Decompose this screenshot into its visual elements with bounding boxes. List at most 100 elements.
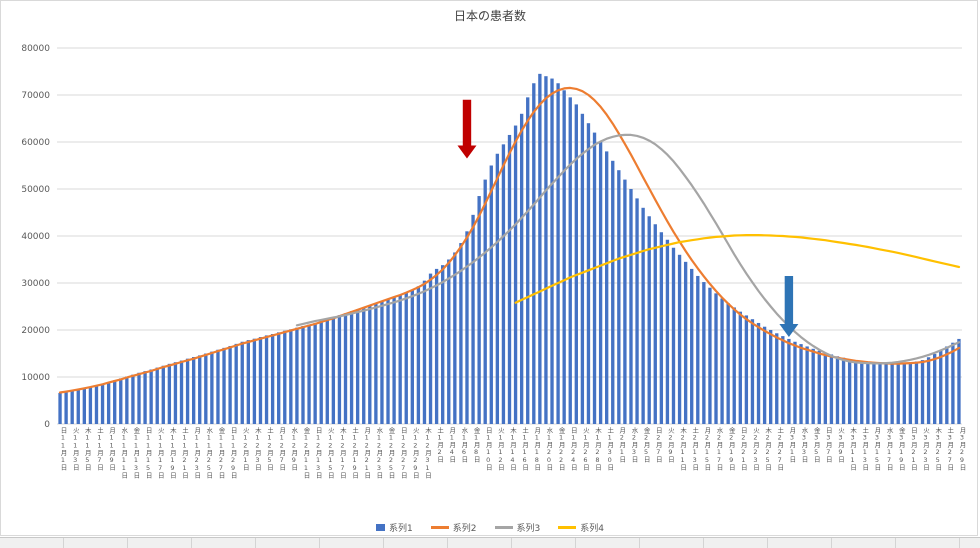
- legend-label: 系列1: [389, 524, 413, 534]
- bar-series1: [483, 179, 487, 424]
- bar-series1: [76, 389, 80, 424]
- bar-series1: [507, 134, 512, 424]
- bar-series1: [179, 360, 184, 424]
- bar-series1: [307, 324, 311, 424]
- bar-series1: [295, 327, 299, 424]
- bar-series1: [392, 297, 396, 424]
- bar-series1: [161, 365, 165, 424]
- bar-series1: [404, 292, 408, 424]
- bar-series1: [277, 332, 281, 424]
- bar-series1: [914, 361, 919, 424]
- bar-series1: [605, 151, 609, 424]
- bar-series1: [422, 280, 427, 424]
- bar-series1: [920, 360, 925, 424]
- bar-series1: [592, 132, 597, 424]
- bar-series1: [532, 83, 536, 424]
- bar-series1: [872, 361, 876, 424]
- bar-series1: [447, 259, 451, 424]
- bar-series1: [817, 350, 821, 424]
- bar-series1: [362, 307, 366, 424]
- bar-series1: [659, 232, 664, 424]
- bar-series1: [234, 343, 238, 424]
- bar-series1: [580, 113, 585, 425]
- bar-series1: [811, 348, 815, 424]
- bar-series1: [58, 392, 62, 424]
- bar-series1: [799, 344, 803, 424]
- bar-series1: [210, 351, 214, 424]
- bar-series1: [720, 298, 724, 424]
- bar-series1: [398, 295, 402, 424]
- bar-series1: [264, 335, 269, 424]
- bar-series1: [896, 362, 900, 424]
- bar-series1: [647, 216, 651, 424]
- bar-series1: [131, 374, 135, 424]
- bar-series1: [835, 356, 840, 424]
- line-系列4: [514, 234, 961, 304]
- bar-series1: [82, 388, 86, 424]
- bar-series1: [155, 367, 159, 424]
- bar-series1: [957, 338, 961, 424]
- bar-series1: [787, 338, 791, 424]
- bar-series1: [428, 273, 433, 424]
- bar-series1: [635, 198, 639, 424]
- spreadsheet-cells-strip: [0, 537, 980, 548]
- bar-series1: [738, 311, 742, 424]
- bar-series1: [641, 207, 645, 424]
- bar-series1: [368, 305, 372, 424]
- bar-series1: [665, 239, 670, 424]
- bar-series1: [884, 362, 888, 424]
- bar-series1: [137, 372, 141, 424]
- bar-series1: [198, 355, 202, 424]
- bar-series1: [908, 362, 913, 424]
- legend-line-marker: [558, 526, 577, 529]
- bar-series1: [793, 341, 797, 424]
- bar-series1: [94, 385, 99, 424]
- bar-series1: [902, 362, 906, 424]
- bar-series1: [301, 326, 305, 424]
- bar-series1: [100, 383, 105, 424]
- bar-series1: [544, 76, 548, 424]
- bar-series1: [471, 214, 475, 424]
- bar-series1: [519, 113, 524, 425]
- bar-series1: [513, 125, 518, 425]
- bar-series1: [246, 340, 250, 424]
- bar-series1: [119, 378, 123, 424]
- bar-series1: [337, 315, 342, 424]
- bar-series1: [568, 97, 572, 424]
- bar-series1: [434, 268, 439, 424]
- bar-series1: [143, 371, 147, 425]
- bar-series1: [677, 254, 682, 424]
- bar-series1: [945, 346, 949, 424]
- legend-bar-marker: [376, 524, 386, 531]
- bar-series1: [939, 350, 943, 424]
- y-axis-tick-label: 80000: [21, 44, 50, 54]
- bar-series1: [683, 261, 688, 424]
- bar-series1: [653, 224, 657, 424]
- bar-series1: [951, 342, 955, 424]
- bar-series1: [926, 357, 931, 424]
- bar-series1: [629, 189, 633, 424]
- bar-series1: [775, 333, 779, 424]
- legend: 系列1 系列2 系列3 系列4: [0, 521, 980, 534]
- bar-series1: [343, 313, 348, 424]
- bar-series1: [866, 361, 870, 424]
- y-axis-tick-label: 60000: [21, 138, 50, 148]
- y-axis-tick-label: 70000: [21, 91, 50, 101]
- bar-series1: [125, 376, 129, 424]
- blue-arrow-annotation: [779, 275, 799, 338]
- bar-series1: [586, 123, 591, 424]
- bar-series1: [696, 275, 700, 424]
- bar-series1: [70, 390, 74, 424]
- bar-series1: [410, 290, 414, 424]
- bar-series1: [878, 362, 882, 424]
- bar-series1: [88, 386, 93, 424]
- bar-series1: [744, 315, 749, 424]
- bar-series1: [106, 382, 111, 424]
- chart-title: 日本の患者数: [453, 9, 526, 23]
- legend-item-系列1: 系列1: [376, 521, 413, 534]
- bar-series1: [216, 349, 220, 424]
- line-系列3: [295, 133, 961, 365]
- bar-series1: [185, 358, 190, 424]
